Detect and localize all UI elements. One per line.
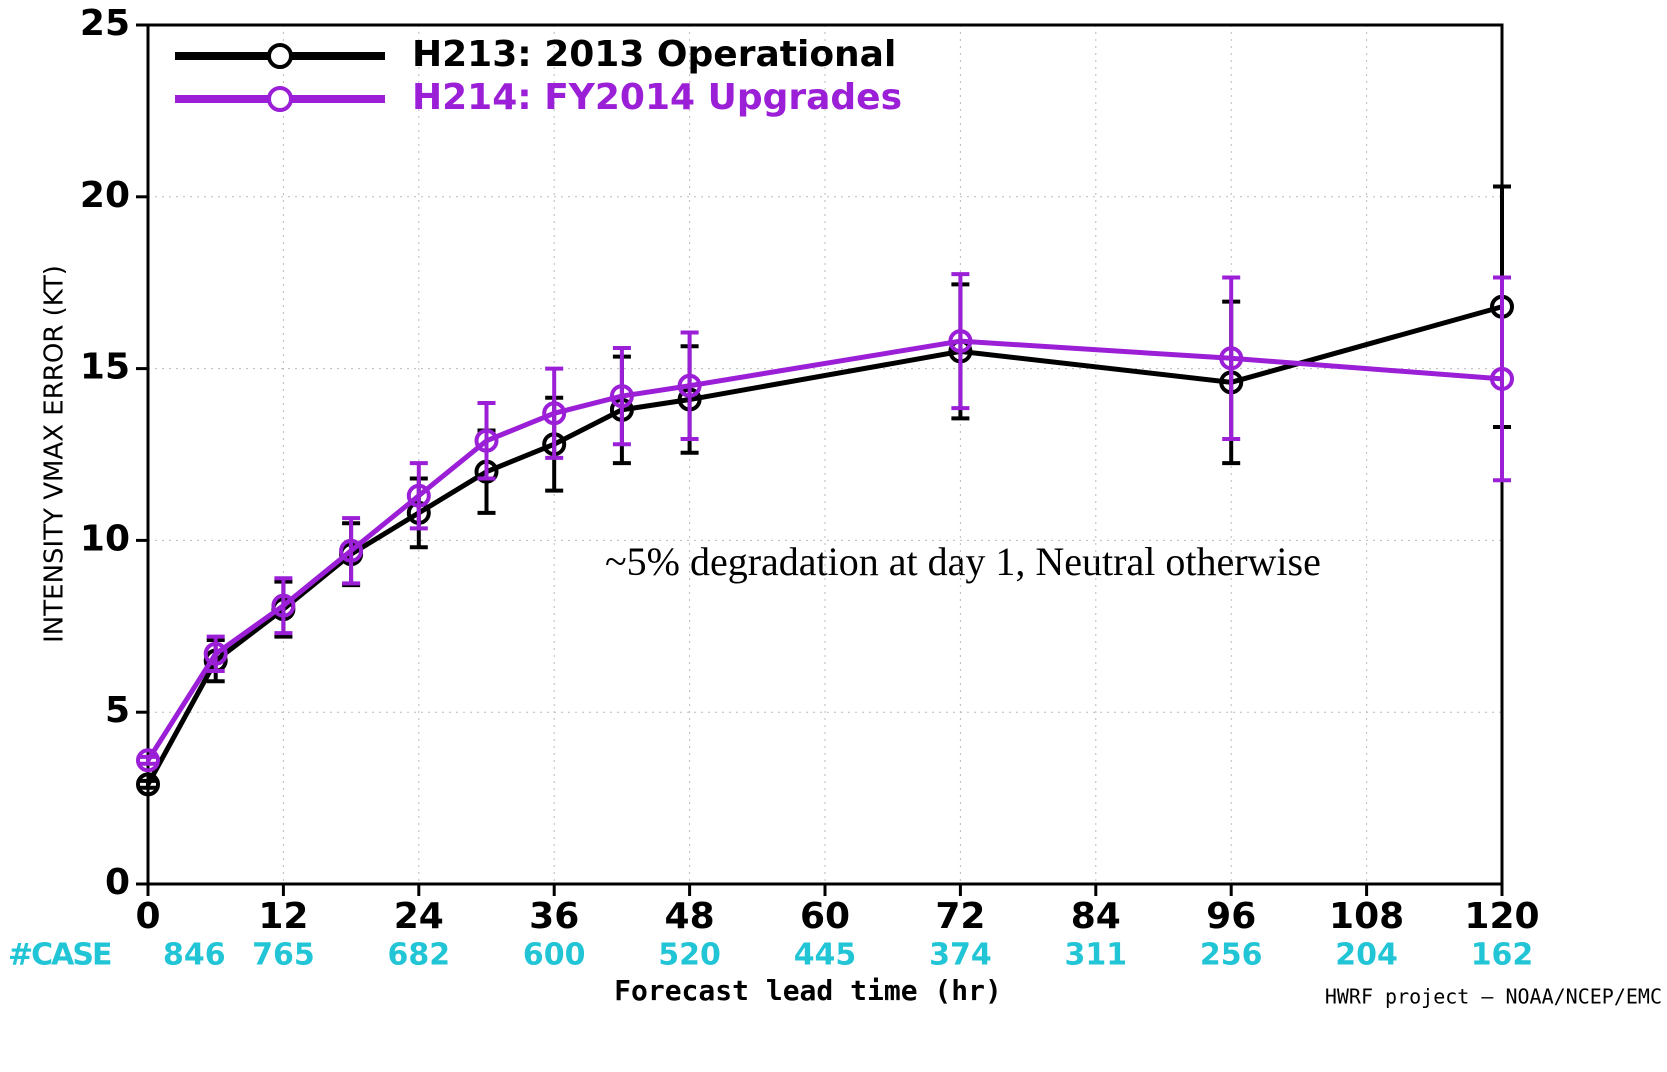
legend-label: H214: FY2014 Upgrades xyxy=(412,77,902,118)
y-axis-label: INTENSITY VMAX ERROR (KT) xyxy=(40,265,70,643)
x-tick-label: 48 xyxy=(665,896,715,937)
x-tick-label: 72 xyxy=(935,896,985,937)
y-tick-label: 20 xyxy=(80,175,130,216)
x-axis-label: Forecast lead time (hr) xyxy=(614,974,1002,1007)
marker xyxy=(203,641,228,666)
case-count: 374 xyxy=(929,938,992,973)
series-line xyxy=(145,338,1503,762)
marker xyxy=(136,772,160,797)
y-tick-label: 25 xyxy=(80,3,130,44)
marker xyxy=(339,538,364,563)
marker xyxy=(948,329,973,354)
case-count: 846 xyxy=(163,938,226,973)
marker xyxy=(406,483,431,508)
x-tick-label: 60 xyxy=(800,896,850,937)
case-label: #CASE xyxy=(8,938,111,973)
marker xyxy=(271,593,296,618)
y-tick-label: 10 xyxy=(80,518,130,559)
x-tick-label: 96 xyxy=(1206,896,1256,937)
case-count: 445 xyxy=(794,938,857,973)
case-count: 765 xyxy=(252,938,315,973)
case-count: 256 xyxy=(1200,938,1263,973)
marker xyxy=(136,748,160,773)
case-count: 204 xyxy=(1335,938,1398,973)
annotation: ~5% degradation at day 1, Neutral otherw… xyxy=(605,539,1321,584)
x-tick-label: 108 xyxy=(1329,896,1404,937)
marker xyxy=(1219,346,1244,371)
x-tick-label: 0 xyxy=(135,896,160,937)
legend-marker xyxy=(267,86,293,112)
x-tick-label: 84 xyxy=(1071,896,1121,937)
marker xyxy=(474,428,499,453)
x-tick-label: 12 xyxy=(258,896,308,937)
y-tick-label: 15 xyxy=(80,347,130,388)
legend-marker xyxy=(267,43,293,69)
plot-frame xyxy=(146,23,1504,886)
marker xyxy=(609,384,634,409)
case-count: 682 xyxy=(387,938,450,973)
x-tick-label: 36 xyxy=(529,896,579,937)
case-count: 520 xyxy=(658,938,721,973)
case-count: 600 xyxy=(523,938,586,973)
x-tick-label: 24 xyxy=(394,896,444,937)
x-tick-label: 120 xyxy=(1464,896,1539,937)
y-tick-label: 5 xyxy=(105,690,130,731)
marker xyxy=(542,401,567,426)
legend-label: H213: 2013 Operational xyxy=(412,34,896,75)
series-line xyxy=(145,304,1503,786)
footer: HWRF project – NOAA/NCEP/EMC xyxy=(1325,985,1662,1009)
y-tick-label: 0 xyxy=(105,862,130,903)
marker xyxy=(1490,366,1514,391)
marker xyxy=(677,373,702,398)
case-count: 311 xyxy=(1064,938,1127,973)
case-count: 162 xyxy=(1471,938,1534,973)
